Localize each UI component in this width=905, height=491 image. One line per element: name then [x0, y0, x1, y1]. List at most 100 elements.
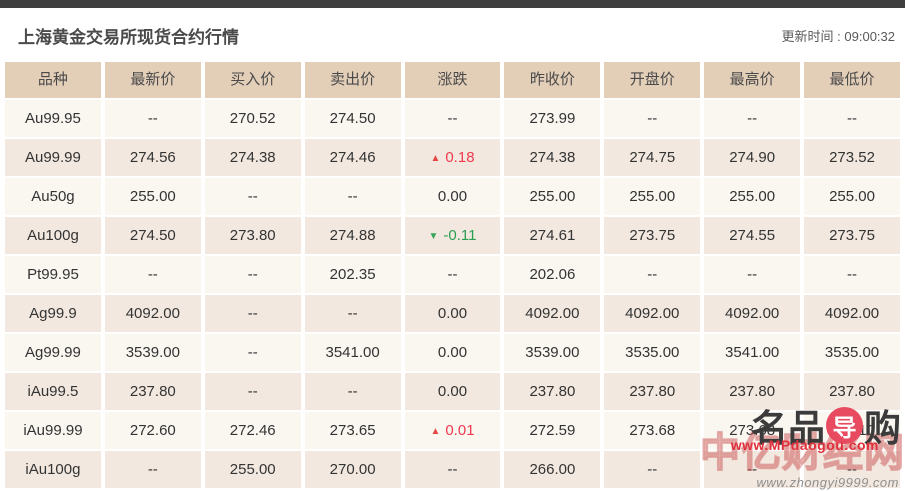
cell-high: 237.80	[704, 373, 801, 410]
cell-latest: 255.00	[104, 178, 201, 215]
cell-prev_close: 3539.00	[504, 334, 601, 371]
cell-open: --	[604, 100, 701, 137]
quotes-table: 品种 最新价 买入价 卖出价 涨跌 昨收价 开盘价 最高价 最低价 Au99.95 -- 270.52…	[5, 62, 900, 488]
cell-variety: Au99.95	[5, 100, 101, 137]
column-header-buy: 买入价	[204, 62, 301, 98]
cell-low: 273.75	[804, 217, 900, 254]
cell-variety: Ag99.99	[5, 334, 101, 371]
cell-change: --	[404, 256, 501, 293]
change-value: 0.18	[445, 149, 475, 166]
cell-latest: 274.50	[104, 217, 201, 254]
cell-low: --	[804, 100, 900, 137]
cell-high: 274.90	[704, 139, 801, 176]
update-time-value: 09:00:32	[844, 28, 895, 44]
column-header-low: 最低价	[804, 62, 900, 98]
cell-sell: 274.88	[304, 217, 401, 254]
cell-change: --	[404, 451, 501, 488]
cell-change: ▲ 0.18	[404, 139, 501, 176]
cell-variety: iAu99.99	[5, 412, 101, 449]
cell-change: ▼ -0.11	[404, 217, 501, 254]
cell-buy: 274.38	[204, 139, 301, 176]
cell-low: 3535.00	[804, 334, 900, 371]
cell-open: 3535.00	[604, 334, 701, 371]
cell-sell: 273.65	[304, 412, 401, 449]
cell-buy: --	[204, 373, 301, 410]
cell-change: 0.00	[404, 334, 501, 371]
cell-high: --	[704, 100, 801, 137]
change-value: --	[447, 110, 458, 127]
cell-open: 4092.00	[604, 295, 701, 332]
cell-low: 273.52	[804, 139, 900, 176]
cell-latest: 3539.00	[104, 334, 201, 371]
cell-prev_close: 266.00	[504, 451, 601, 488]
cell-open: 255.00	[604, 178, 701, 215]
cell-change: ▲ 0.01	[404, 412, 501, 449]
change-value: 0.00	[437, 383, 468, 400]
cell-sell: 3541.00	[304, 334, 401, 371]
cell-low: 4092.00	[804, 295, 900, 332]
down-arrow-icon: ▼	[428, 231, 439, 242]
cell-latest: 4092.00	[104, 295, 201, 332]
cell-buy: 270.52	[204, 100, 301, 137]
cell-prev_close: 237.80	[504, 373, 601, 410]
cell-sell: 270.00	[304, 451, 401, 488]
cell-low: 255.00	[804, 178, 900, 215]
cell-prev_close: 274.61	[504, 217, 601, 254]
change-value: -0.11	[443, 227, 477, 244]
cell-sell: 274.50	[304, 100, 401, 137]
cell-high: 273.68	[704, 412, 801, 449]
cell-sell: 202.35	[304, 256, 401, 293]
cell-latest: --	[104, 451, 201, 488]
cell-low: 237.80	[804, 373, 900, 410]
update-time-label: 更新时间 :	[781, 28, 845, 44]
cell-low: --	[804, 451, 900, 488]
cell-variety: Pt99.95	[5, 256, 101, 293]
cell-variety: Au99.99	[5, 139, 101, 176]
column-header-high: 最高价	[704, 62, 801, 98]
title-bar: 上海黄金交易所现货合约行情 更新时间 : 09:00:32	[0, 8, 905, 62]
cell-sell: 274.46	[304, 139, 401, 176]
up-arrow-icon: ▲	[430, 153, 441, 164]
cell-open: 237.80	[604, 373, 701, 410]
cell-high: --	[704, 256, 801, 293]
cell-change: 0.00	[404, 178, 501, 215]
cell-prev_close: 4092.00	[504, 295, 601, 332]
cell-latest: 272.60	[104, 412, 201, 449]
cell-buy: 255.00	[204, 451, 301, 488]
cell-open: --	[604, 451, 701, 488]
cell-open: 273.75	[604, 217, 701, 254]
cell-prev_close: 274.38	[504, 139, 601, 176]
cell-low: --	[804, 256, 900, 293]
cell-buy: --	[204, 295, 301, 332]
cell-open: 274.75	[604, 139, 701, 176]
cell-latest: 237.80	[104, 373, 201, 410]
cell-latest: 274.56	[104, 139, 201, 176]
cell-buy: --	[204, 334, 301, 371]
column-header-variety: 品种	[5, 62, 101, 98]
cell-low: 261.10	[804, 412, 900, 449]
up-arrow-icon: ▲	[430, 426, 441, 437]
cell-high: 255.00	[704, 178, 801, 215]
cell-buy: 273.80	[204, 217, 301, 254]
cell-high: --	[704, 451, 801, 488]
cell-latest: --	[104, 100, 201, 137]
cell-buy: --	[204, 256, 301, 293]
column-header-prev_close: 昨收价	[504, 62, 601, 98]
change-value: 0.00	[437, 344, 468, 361]
cell-latest: --	[104, 256, 201, 293]
update-time: 更新时间 : 09:00:32	[782, 26, 895, 45]
cell-open: --	[604, 256, 701, 293]
column-header-latest: 最新价	[104, 62, 201, 98]
cell-prev_close: 272.59	[504, 412, 601, 449]
cell-variety: Ag99.9	[5, 295, 101, 332]
column-header-sell: 卖出价	[304, 62, 401, 98]
cell-buy: 272.46	[204, 412, 301, 449]
column-header-change: 涨跌	[404, 62, 501, 98]
cell-prev_close: 255.00	[504, 178, 601, 215]
column-header-open: 开盘价	[604, 62, 701, 98]
cell-prev_close: 202.06	[504, 256, 601, 293]
cell-change: --	[404, 100, 501, 137]
cell-high: 274.55	[704, 217, 801, 254]
cell-sell: --	[304, 178, 401, 215]
cell-variety: iAu100g	[5, 451, 101, 488]
